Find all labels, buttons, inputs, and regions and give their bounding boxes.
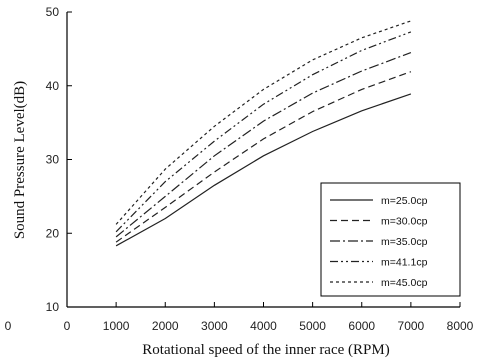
legend-box: [320, 182, 461, 297]
legend-items: m=25.0cp m=30.0cp m=35.0cp m=41.1cp m=45.0cp: [330, 195, 428, 289]
series-lines: [115, 20, 412, 247]
legend: m=25.0cp m=30.0cp m=35.0cp m=41.1cp m=45.0cp: [320, 182, 461, 297]
x-tick-label: 8000: [447, 319, 474, 333]
y-tick-label: 20: [46, 226, 60, 240]
legend-label-2: m=30.0cp: [381, 216, 428, 228]
series-line-2: [115, 71, 412, 243]
y-tick-label: 50: [46, 5, 60, 19]
x-tick-label: 1000: [103, 319, 130, 333]
x-tick-label: 7000: [398, 319, 425, 333]
x-tick-label: 4000: [250, 319, 277, 333]
y-tick-label: 40: [46, 79, 60, 93]
y-tick-label: 10: [46, 300, 60, 314]
stray-zero-label: 0: [5, 319, 12, 333]
legend-label-3: m=35.0cp: [381, 236, 428, 248]
x-ticks: 0 1000 2000 3000 4000 5000 6000 7000 8000: [64, 302, 474, 333]
legend-label-4: m=41.1cp: [381, 257, 428, 269]
y-tick-label: 30: [46, 153, 60, 167]
x-axis-title: Rotational speed of the inner race (RPM): [142, 342, 389, 358]
legend-label-5: m=45.0cp: [381, 277, 428, 289]
series-line-1: [115, 93, 412, 247]
y-ticks: 10 20 30 40 50: [46, 5, 72, 314]
legend-label-1: m=25.0cp: [381, 195, 428, 207]
x-tick-label: 2000: [152, 319, 179, 333]
x-tick-label: 5000: [299, 319, 326, 333]
x-tick-label: 6000: [348, 319, 375, 333]
x-tick-label: 3000: [201, 319, 228, 333]
x-tick-label: 0: [64, 319, 71, 333]
series-line-5: [115, 20, 412, 225]
series-line-4: [115, 31, 412, 233]
series-line-3: [115, 52, 412, 238]
y-axis-title: Sound Pressure Level(dB): [12, 81, 28, 239]
